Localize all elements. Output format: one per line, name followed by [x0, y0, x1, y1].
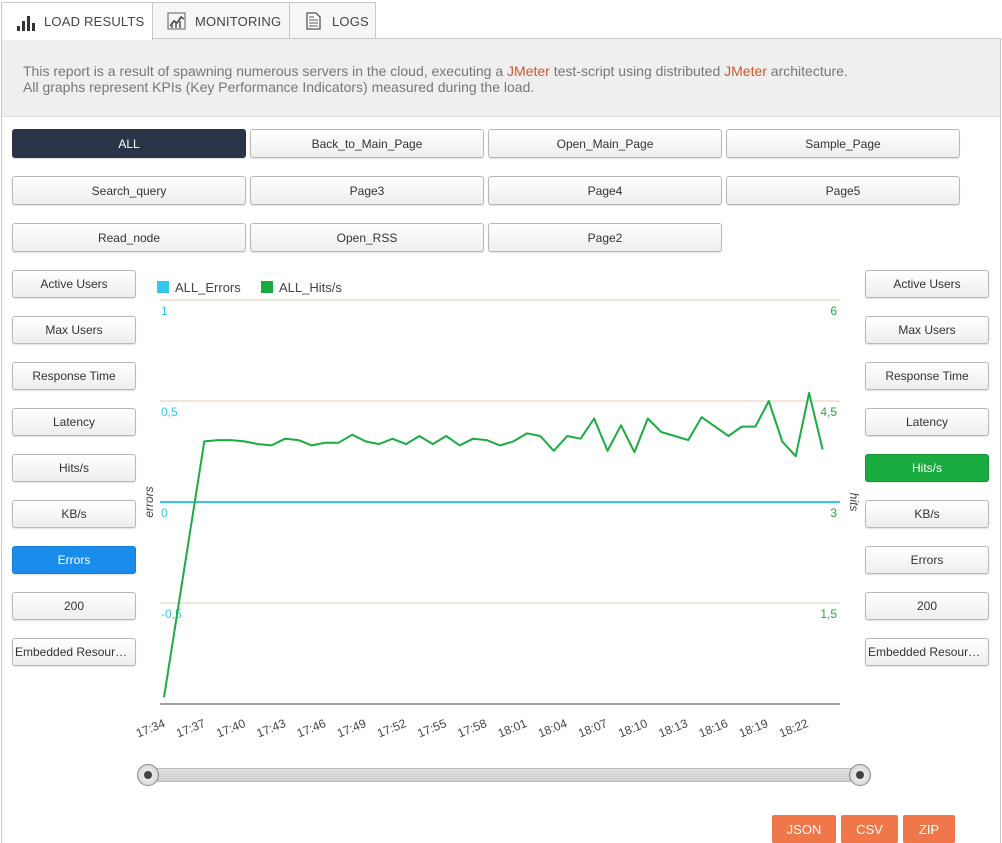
button-label: Hits/s — [912, 461, 942, 475]
right-metric-errors[interactable]: Errors — [865, 546, 989, 574]
right-metric-latency[interactable]: Latency — [865, 408, 989, 436]
button-label: Active Users — [893, 277, 961, 291]
button-label: KB/s — [914, 507, 940, 521]
sampler-button-page2[interactable]: Page2 — [488, 223, 722, 252]
sampler-button-sample-page[interactable]: Sample_Page — [726, 129, 960, 158]
button-label: ALL — [118, 136, 140, 151]
button-label: Response Time — [32, 369, 116, 383]
tab-logs[interactable]: LOGS — [289, 2, 376, 39]
bar-chart-icon — [16, 13, 36, 31]
right-metric-max-users[interactable]: Max Users — [865, 316, 989, 344]
document-icon — [304, 12, 324, 30]
report-description: This report is a result of spawning nume… — [2, 39, 1000, 117]
slider-handle-dot — [856, 771, 864, 779]
right-metric-response-time[interactable]: Response Time — [865, 362, 989, 390]
sampler-button-search-query[interactable]: Search_query — [12, 176, 246, 205]
right-metric-200[interactable]: 200 — [865, 592, 989, 620]
button-label: Latency — [52, 415, 96, 429]
button-label: Embedded Resources — [868, 645, 987, 659]
button-label: Max Users — [898, 323, 956, 337]
button-label: ZIP — [918, 821, 940, 837]
left-metric-embedded-resources[interactable]: Embedded Resources — [12, 638, 136, 666]
right-metric-active-users[interactable]: Active Users — [865, 270, 989, 298]
sampler-button-page4[interactable]: Page4 — [488, 176, 722, 205]
description-text: test-script using distributed — [549, 63, 725, 79]
left-metric-200[interactable]: 200 — [12, 592, 136, 620]
jmeter-link[interactable]: JMeter — [724, 63, 767, 79]
button-label: Page5 — [825, 183, 861, 198]
right-metric-embedded-resources[interactable]: Embedded Resources — [865, 638, 989, 666]
button-label: KB/s — [61, 507, 87, 521]
button-label: Read_node — [97, 230, 161, 245]
tab-label: LOGS — [332, 13, 369, 29]
button-label: Embedded Resources — [15, 645, 134, 659]
tab-monitoring[interactable]: MONITORING — [152, 2, 290, 39]
load-results-panel: This report is a result of spawning nume… — [1, 38, 1001, 843]
description-text: architecture. — [766, 63, 848, 79]
sampler-button-back-to-main-page[interactable]: Back_to_Main_Page — [250, 129, 484, 158]
description-text: This report is a result of spawning nume… — [23, 63, 508, 79]
button-label: Errors — [57, 553, 91, 567]
export-csv-button[interactable]: CSV — [841, 815, 898, 843]
button-label: Open_RSS — [336, 230, 398, 245]
tab-label: LOAD RESULTS — [44, 14, 145, 29]
button-label: Max Users — [45, 323, 103, 337]
button-label: JSON — [786, 821, 822, 837]
button-label: Latency — [905, 415, 949, 429]
slider-end-handle[interactable] — [849, 764, 871, 786]
button-label: Page3 — [349, 183, 385, 198]
left-metric-active-users[interactable]: Active Users — [12, 270, 136, 298]
sampler-button-page3[interactable]: Page3 — [250, 176, 484, 205]
left-metric-hits[interactable]: Hits/s — [12, 454, 136, 482]
time-range-slider[interactable] — [147, 768, 861, 782]
button-label: Search_query — [91, 183, 167, 198]
tab-load-results[interactable]: LOAD RESULTS — [1, 2, 153, 40]
sampler-button-open-rss[interactable]: Open_RSS — [250, 223, 484, 252]
button-label: 200 — [916, 599, 938, 613]
line-chart-icon — [167, 12, 187, 30]
button-label: 200 — [63, 599, 85, 613]
button-label: Page2 — [587, 230, 623, 245]
button-label: CSV — [856, 821, 883, 837]
description-text: All graphs represent KPIs (Key Performan… — [23, 79, 535, 95]
jmeter-link[interactable]: JMeter — [507, 63, 550, 79]
button-label: Errors — [910, 553, 944, 567]
export-zip-button[interactable]: ZIP — [903, 815, 955, 843]
left-metric-kbs[interactable]: KB/s — [12, 500, 136, 528]
right-metric-hits[interactable]: Hits/s — [865, 454, 989, 482]
button-label: Response Time — [885, 369, 969, 383]
button-label: Back_to_Main_Page — [311, 136, 423, 151]
left-metric-response-time[interactable]: Response Time — [12, 362, 136, 390]
export-json-button[interactable]: JSON — [772, 815, 836, 843]
sampler-button-all[interactable]: ALL — [12, 129, 246, 158]
tab-label: MONITORING — [195, 13, 282, 29]
button-label: Hits/s — [59, 461, 89, 475]
sampler-button-page5[interactable]: Page5 — [726, 176, 960, 205]
sampler-button-open-main-page[interactable]: Open_Main_Page — [488, 129, 722, 158]
right-metric-kbs[interactable]: KB/s — [865, 500, 989, 528]
button-label: Sample_Page — [805, 136, 881, 151]
sampler-button-read-node[interactable]: Read_node — [12, 223, 246, 252]
slider-handle-dot — [144, 771, 152, 779]
left-metric-errors[interactable]: Errors — [12, 546, 136, 574]
left-metric-max-users[interactable]: Max Users — [12, 316, 136, 344]
tab-bar: LOAD RESULTS MONITORING LOGS — [0, 0, 1002, 40]
button-label: Open_Main_Page — [556, 136, 654, 151]
button-label: Active Users — [40, 277, 108, 291]
left-metric-latency[interactable]: Latency — [12, 408, 136, 436]
slider-start-handle[interactable] — [137, 764, 159, 786]
button-label: Page4 — [587, 183, 623, 198]
